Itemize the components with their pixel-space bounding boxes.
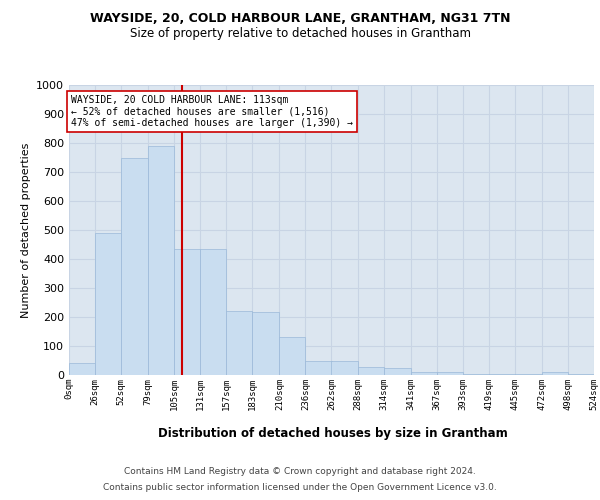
Bar bbox=[463, 374, 489, 375]
Bar bbox=[331, 360, 358, 375]
Bar bbox=[69, 364, 95, 375]
Text: WAYSIDE, 20 COLD HARBOUR LANE: 113sqm
← 52% of detached houses are smaller (1,51: WAYSIDE, 20 COLD HARBOUR LANE: 113sqm ← … bbox=[71, 95, 353, 128]
Bar bbox=[200, 249, 226, 375]
Bar bbox=[305, 360, 331, 375]
Bar bbox=[437, 372, 463, 375]
Bar bbox=[226, 311, 253, 375]
Bar bbox=[148, 146, 174, 375]
Bar bbox=[253, 312, 280, 375]
Bar bbox=[410, 372, 437, 375]
Y-axis label: Number of detached properties: Number of detached properties bbox=[20, 142, 31, 318]
Bar bbox=[515, 374, 542, 375]
Bar bbox=[121, 158, 148, 375]
Text: Contains HM Land Registry data © Crown copyright and database right 2024.: Contains HM Land Registry data © Crown c… bbox=[124, 468, 476, 476]
Bar bbox=[542, 372, 568, 375]
Bar bbox=[489, 374, 515, 375]
Bar bbox=[95, 233, 121, 375]
Text: Size of property relative to detached houses in Grantham: Size of property relative to detached ho… bbox=[130, 28, 470, 40]
Text: Contains public sector information licensed under the Open Government Licence v3: Contains public sector information licen… bbox=[103, 482, 497, 492]
Bar bbox=[174, 249, 200, 375]
Bar bbox=[383, 368, 410, 375]
Bar bbox=[358, 368, 383, 375]
Text: WAYSIDE, 20, COLD HARBOUR LANE, GRANTHAM, NG31 7TN: WAYSIDE, 20, COLD HARBOUR LANE, GRANTHAM… bbox=[90, 12, 510, 26]
Bar bbox=[280, 338, 305, 375]
Bar bbox=[568, 374, 594, 375]
Text: Distribution of detached houses by size in Grantham: Distribution of detached houses by size … bbox=[158, 428, 508, 440]
